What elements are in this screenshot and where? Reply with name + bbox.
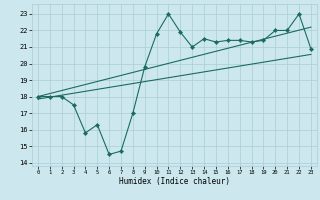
X-axis label: Humidex (Indice chaleur): Humidex (Indice chaleur) xyxy=(119,177,230,186)
